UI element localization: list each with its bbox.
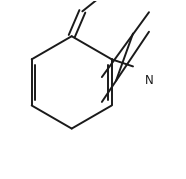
Text: N: N xyxy=(145,74,153,87)
